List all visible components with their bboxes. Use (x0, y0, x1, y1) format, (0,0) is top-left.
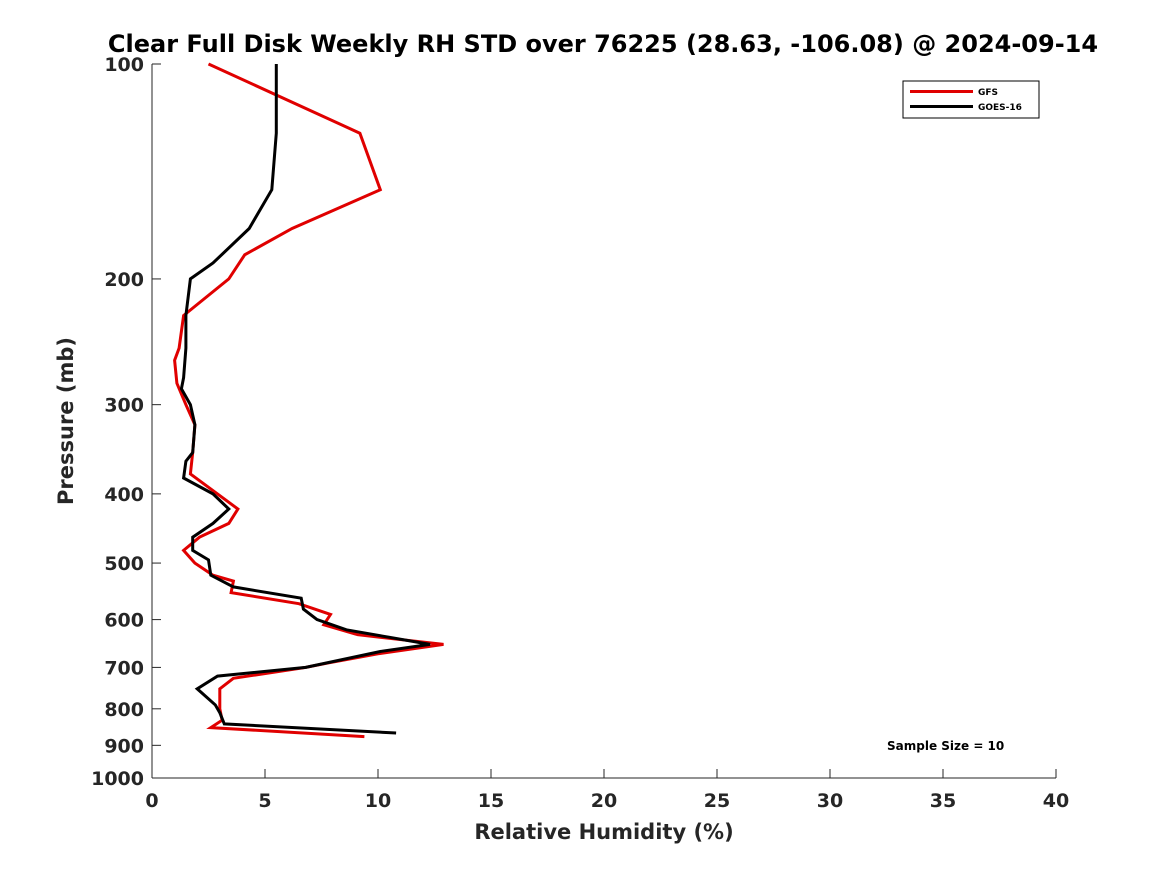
x-tick-label: 0 (145, 790, 158, 812)
series-line-goes16 (179, 64, 431, 735)
y-tick-label: 400 (104, 484, 144, 506)
x-tick-label: 20 (591, 790, 617, 812)
y-tick-label: 100 (104, 54, 144, 76)
x-tick-label: 35 (930, 790, 956, 812)
sample-size-annotation: Sample Size = 10 (887, 739, 1004, 753)
legend-label-goes16: GOES-16 (978, 103, 1022, 113)
legend: GFS GOES-16 (902, 80, 1040, 119)
legend-label-gfs: GFS (978, 88, 998, 98)
y-tick-label: 700 (104, 657, 144, 679)
y-tick-label: 500 (104, 553, 144, 575)
x-tick-label: 25 (704, 790, 730, 812)
y-tick-label: 800 (104, 699, 144, 721)
x-tick-label: 5 (258, 790, 271, 812)
x-tick-label: 40 (1043, 790, 1069, 812)
x-tick-label: 15 (478, 790, 504, 812)
y-tick-label: 900 (104, 735, 144, 757)
x-axis-label: Relative Humidity (%) (474, 820, 733, 844)
legend-box (902, 80, 1040, 119)
y-tick-label: 300 (104, 395, 144, 417)
y-tick-label: 1000 (91, 768, 144, 790)
y-tick-label: 200 (104, 269, 144, 291)
x-tick-label: 30 (817, 790, 843, 812)
series-layer (173, 62, 444, 739)
y-axis-label: Pressure (mb) (54, 337, 78, 505)
chart-title: Clear Full Disk Weekly RH STD over 76225… (108, 30, 1098, 58)
axes: 0 5 10 15 20 25 30 35 40 100 200 300 400 500 600 700 800… (91, 54, 1069, 812)
x-tick-label: 10 (365, 790, 391, 812)
y-tick-label: 600 (104, 610, 144, 632)
